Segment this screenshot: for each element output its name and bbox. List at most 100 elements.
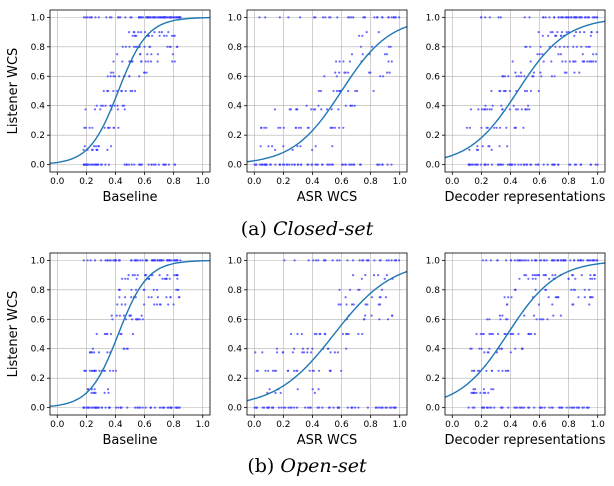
scatter-point xyxy=(490,369,493,372)
scatter-point xyxy=(555,296,558,299)
scatter-point xyxy=(583,16,586,19)
scatter-point xyxy=(522,126,525,129)
scatter-point xyxy=(514,71,517,74)
scatter-point xyxy=(118,314,121,317)
scatter-point xyxy=(110,145,113,148)
scatter-point xyxy=(354,406,357,409)
scatter-point xyxy=(83,163,86,166)
scatter-point xyxy=(341,332,345,336)
scatter-point xyxy=(155,288,159,291)
scatter-point xyxy=(350,303,354,306)
scatter-point xyxy=(287,406,290,409)
scatter-point xyxy=(84,108,87,111)
scatter-point xyxy=(97,145,100,148)
scatter-point xyxy=(166,16,169,19)
scatter-point xyxy=(169,296,172,299)
y-tick-label: 0.4 xyxy=(31,102,46,112)
scatter-point xyxy=(554,274,557,277)
scatter-point xyxy=(345,347,348,350)
scatter-point xyxy=(150,163,153,166)
chart-panel-3: 0.0 0.2 0.4 0.6 0.8 1.0 0.0 0.2 0.4 0.6 0.8 1.0 Deco… xyxy=(426,9,606,205)
scatter-point xyxy=(168,277,171,280)
scatter-point xyxy=(97,351,101,354)
scatter-point xyxy=(559,53,563,56)
scatter-point xyxy=(330,108,333,111)
scatter-point xyxy=(118,259,121,262)
scatter-point xyxy=(564,16,567,19)
scatter-point xyxy=(359,163,362,166)
scatter-point xyxy=(130,296,133,299)
scatter-point xyxy=(582,259,585,262)
scatter-point xyxy=(277,126,280,129)
scatter-point xyxy=(314,145,317,148)
scatter-point xyxy=(117,16,121,19)
x-tick-label: 0.8 xyxy=(561,177,576,187)
scatter-point xyxy=(387,16,390,19)
x-tick-label: 0.2 xyxy=(474,177,488,187)
scatter-point xyxy=(335,89,338,93)
scatter-point xyxy=(134,406,137,409)
scatter-point xyxy=(279,126,282,129)
scatter-point xyxy=(569,16,573,19)
scatter-point xyxy=(144,60,147,63)
scatter-point xyxy=(300,332,303,336)
scatter-point xyxy=(267,406,271,409)
scatter-point xyxy=(319,332,322,336)
scatter-point xyxy=(93,145,96,148)
scatter-point xyxy=(523,75,526,78)
scatter-point xyxy=(163,406,166,409)
scatter-point xyxy=(263,126,266,129)
plot-frame xyxy=(49,9,211,173)
scatter-point xyxy=(304,406,307,409)
y-tick-label: 0.8 xyxy=(31,286,46,296)
scatter-point xyxy=(97,406,100,409)
scatter-point xyxy=(176,288,179,291)
scatter-point xyxy=(381,75,385,78)
scatter-point xyxy=(166,406,169,409)
scatter-point xyxy=(302,351,306,354)
x-tick-label: 0.2 xyxy=(276,177,290,187)
scatter-point xyxy=(501,314,504,317)
scatter-point xyxy=(587,45,590,48)
scatter-point xyxy=(338,259,341,262)
scatter-point xyxy=(573,71,576,74)
scatter-point xyxy=(487,145,490,148)
scatter-point xyxy=(580,45,583,48)
scatter-point xyxy=(149,406,152,409)
scatter-point xyxy=(574,60,577,63)
scatter-point xyxy=(596,259,599,262)
scatter-point xyxy=(271,406,275,409)
scatter-point xyxy=(476,369,480,372)
scatter-point xyxy=(116,104,119,107)
scatter-point xyxy=(94,406,97,409)
scatter-point xyxy=(542,274,545,277)
scatter-point xyxy=(543,259,546,262)
scatter-point xyxy=(471,406,474,409)
scatter-point xyxy=(348,288,352,291)
scatter-point xyxy=(565,30,568,34)
caption-b-label: (b) xyxy=(247,455,275,477)
scatter-point xyxy=(394,259,397,262)
scatter-point xyxy=(311,369,314,372)
y-tick-label: 0.0 xyxy=(426,404,441,414)
scatter-point xyxy=(488,318,491,321)
scatter-point xyxy=(481,259,485,262)
scatter-point xyxy=(532,71,536,74)
scatter-point xyxy=(585,45,588,48)
scatter-point xyxy=(323,75,326,78)
scatter-point xyxy=(153,259,157,262)
scatter-point xyxy=(546,163,549,166)
scatter-point xyxy=(572,16,575,19)
scatter-point xyxy=(299,126,302,129)
scatter-point xyxy=(332,89,335,93)
scatter-point xyxy=(490,388,493,391)
scatter-point xyxy=(112,71,115,74)
scatter-point xyxy=(394,16,397,19)
scatter-point xyxy=(83,126,86,129)
x-tick-label: 0.2 xyxy=(79,420,93,430)
scatter-point xyxy=(268,163,272,166)
scatter-point xyxy=(150,296,153,299)
x-tick-label: 0.4 xyxy=(305,420,320,430)
scatter-point xyxy=(593,259,596,262)
scatter-point xyxy=(136,259,139,262)
